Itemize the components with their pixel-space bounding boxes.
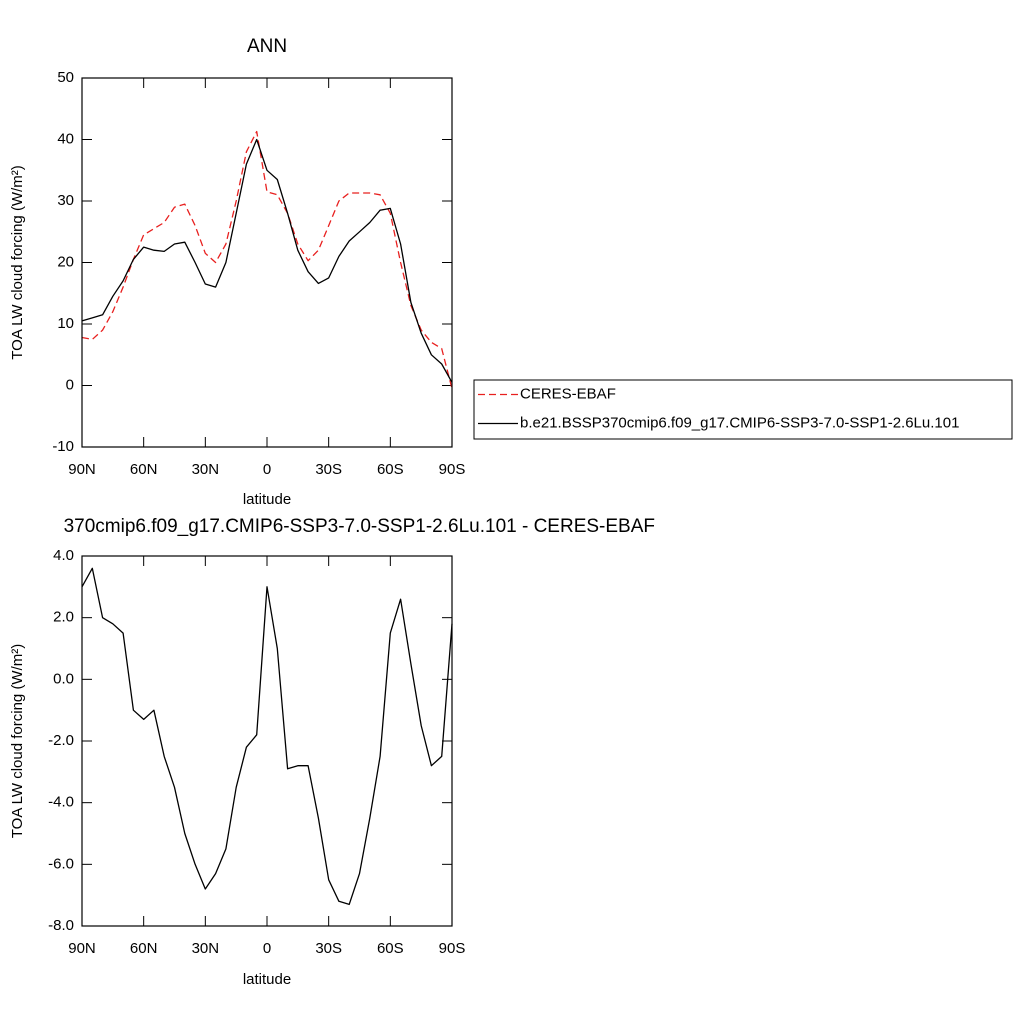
plot-frame [81,555,453,927]
y-tick-label: -4.0 [48,794,74,811]
series-line [81,130,453,389]
x-tick-label: 0 [263,461,271,478]
y-tick-label: -8.0 [48,917,74,934]
y-tick-label: 40 [57,130,74,147]
series-line [81,567,453,906]
y-tick-label: 2.0 [53,609,74,626]
x-tick-label: 90N [68,940,96,957]
y-axis-label: TOA LW cloud forcing (W/m²) [9,165,26,359]
x-tick-label: 0 [263,940,271,957]
x-tick-label: 60S [377,461,404,478]
x-axis-label: latitude [243,491,291,508]
plot-frame [81,77,453,448]
y-tick-label: -6.0 [48,855,74,872]
x-tick-label: 90S [439,461,466,478]
x-tick-label: 30S [315,940,342,957]
y-tick-label: 50 [57,69,74,86]
y-tick-label: -10 [52,438,74,455]
legend-box [473,379,1013,440]
x-tick-label: 30N [192,940,220,957]
y-tick-label: 30 [57,192,74,209]
x-axis-label: latitude [243,971,291,988]
x-tick-label: 60N [130,461,158,478]
x-tick-label: 30S [315,461,342,478]
y-axis-label: TOA LW cloud forcing (W/m²) [9,644,26,838]
y-tick-label: -2.0 [48,732,74,749]
x-tick-label: 60N [130,940,158,957]
x-tick-label: 60S [377,940,404,957]
chart-title: ANN [247,36,287,57]
y-tick-label: 4.0 [53,547,74,564]
y-tick-label: 10 [57,315,74,332]
y-tick-label: 0 [66,376,74,393]
x-tick-label: 90S [439,940,466,957]
chart-title: 370cmip6.f09_g17.CMIP6-SSP3-7.0-SSP1-2.6… [64,516,655,537]
x-tick-label: 30N [192,461,220,478]
legend-label: CERES-EBAF [520,385,616,402]
series-line [81,138,453,383]
y-tick-label: 20 [57,253,74,270]
legend-label: b.e21.BSSP370cmip6.f09_g17.CMIP6-SSP3-7.… [520,414,959,431]
x-tick-label: 90N [68,461,96,478]
y-tick-label: 0.0 [53,670,74,687]
